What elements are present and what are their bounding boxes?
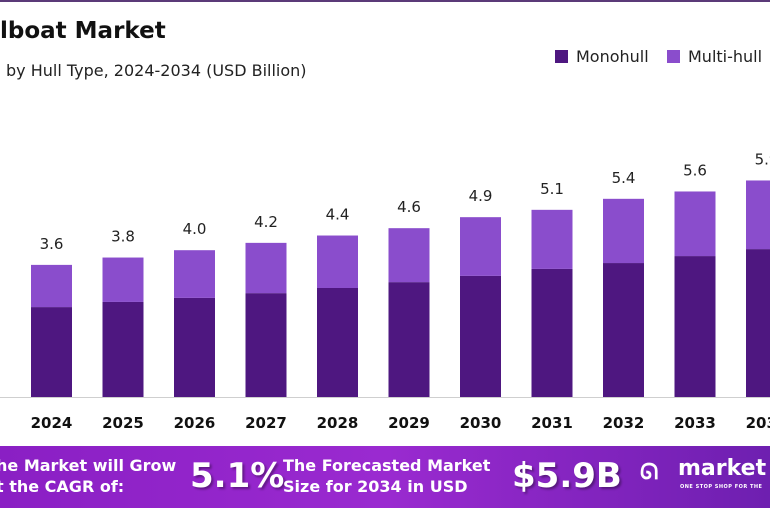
x-tick-label-2031: 2031 [531,414,573,432]
chart-title: lboat Market [0,18,166,44]
bar-monohull-2024 [31,307,72,397]
forecast-value: $5.9B [512,456,622,496]
x-tick-label-2025: 2025 [102,414,144,432]
summary-banner: he Market will Grow t the CAGR of: 5.1% T… [0,446,770,508]
x-tick-label-2033: 2033 [674,414,716,432]
data-label-2025: 3.8 [111,228,135,246]
legend-swatch-multihull [667,50,680,63]
data-label-2030: 4.9 [469,187,493,205]
bar-multihull-2030 [460,217,501,276]
top-border [0,0,770,2]
legend-item-monohull: Monohull [555,47,649,66]
bar-multihull-2026 [174,250,215,298]
bar-monohull-2034 [746,249,770,397]
bar-multihull-2031 [531,209,573,269]
bar-monohull-2032 [603,263,644,397]
data-label-2024: 3.6 [40,235,64,253]
x-tick-label-2032: 2032 [603,414,645,432]
bar-monohull-2027 [245,293,287,397]
bar-multihull-2032 [603,198,644,264]
x-tick-label-2027: 2027 [245,414,287,432]
legend-swatch-monohull [555,50,568,63]
data-label-2031: 5.1 [540,180,564,198]
cagr-text-line2: t the CAGR of: [0,477,125,496]
bar-multihull-2028 [317,235,358,289]
data-label-2034: 5.9 [755,150,770,168]
bar-multihull-2024 [31,264,72,308]
bar-multihull-2027 [245,242,287,294]
legend-item-multihull: Multi-hull [667,47,762,66]
bar-multihull-2025 [102,257,144,302]
x-tick-label-2028: 2028 [317,414,359,432]
x-tick-label-2026: 2026 [174,414,216,432]
bar-monohull-2028 [317,288,358,397]
cagr-value: 5.1% [190,456,285,496]
data-label-2032: 5.4 [612,169,636,187]
forecast-text-line2: Size for 2034 in USD [283,477,468,496]
cagr-text: he Market will Grow t the CAGR of: [0,455,176,497]
data-label-2029: 4.6 [397,198,421,216]
x-tick-label-2029: 2029 [388,414,430,432]
bar-multihull-2033 [674,191,716,257]
bar-monohull-2029 [388,282,430,397]
bar-monohull-2030 [460,275,501,397]
bar-multihull-2034 [746,180,770,250]
forecast-text: The Forecasted Market Size for 2034 in US… [283,455,490,497]
data-label-2033: 5.6 [683,161,707,179]
x-tick-label-2034: 2034 [746,414,770,432]
bar-chart: 3.6 2024 3.8 2025 4.0 2026 4.2 2027 4.4 2028 4.6 20… [0,150,770,432]
data-label-2027: 4.2 [254,213,278,231]
legend-label: Multi-hull [688,47,763,66]
legend-label: Monohull [576,47,649,66]
logo-tagline: ONE STOP SHOP FOR THE [680,484,763,490]
bar-multihull-2029 [388,228,430,283]
x-tick-label-2030: 2030 [460,414,502,432]
bar-monohull-2031 [531,268,573,397]
bar-monohull-2033 [674,256,716,397]
cagr-text-line1: he Market will Grow [0,456,177,475]
bar-monohull-2026 [174,297,215,397]
data-label-2026: 4.0 [183,220,207,238]
logo-icon: ᘏ [640,460,659,485]
chart-subtitle: by Hull Type, 2024-2034 (USD Billion) [6,61,307,80]
bar-monohull-2025 [102,301,144,397]
logo-text: market [678,456,767,481]
data-label-2028: 4.4 [326,206,350,224]
forecast-text-line1: The Forecasted Market [283,456,491,475]
x-tick-label-2024: 2024 [31,414,73,432]
